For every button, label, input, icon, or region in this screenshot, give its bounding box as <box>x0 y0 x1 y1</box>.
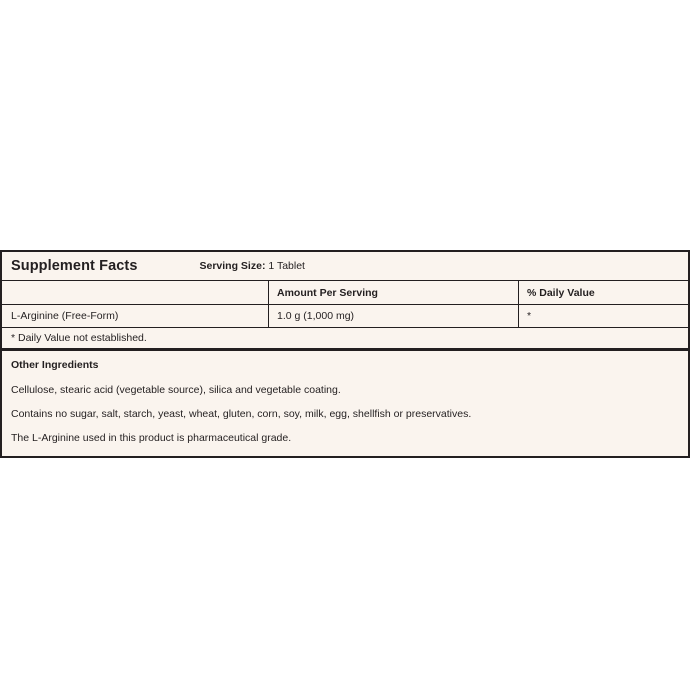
nutrient-amount: 1.0 g (1,000 mg) <box>268 305 518 327</box>
column-header-nutrient <box>2 281 268 304</box>
other-ingredients-line: Contains no sugar, salt, starch, yeast, … <box>11 408 472 420</box>
serving-size-value: 1 Tablet <box>268 260 305 272</box>
other-ingredients-title: Other Ingredients <box>11 359 99 371</box>
daily-value-footnote: * Daily Value not established. <box>2 328 688 351</box>
other-ingredients-line: The L-Arginine used in this product is p… <box>11 432 292 444</box>
other-ingredients-section: Other Ingredients Cellulose, stearic aci… <box>2 351 688 456</box>
table-row: L-Arginine (Free-Form) 1.0 g (1,000 mg) … <box>2 305 688 328</box>
page-title: Supplement Facts <box>11 258 138 274</box>
table-header-row: Amount Per Serving % Daily Value <box>2 281 688 305</box>
column-header-percent-daily-value: % Daily Value <box>518 281 688 304</box>
supplement-facts-title-row: Supplement Facts Serving Size: 1 Tablet <box>2 252 688 281</box>
nutrient-daily-value: * <box>518 305 688 327</box>
serving-size-label: Serving Size: <box>199 260 266 272</box>
nutrient-name: L-Arginine (Free-Form) <box>11 310 119 322</box>
supplement-facts-panel: Supplement Facts Serving Size: 1 Tablet … <box>0 250 690 458</box>
supplement-facts-table: Supplement Facts Serving Size: 1 Tablet … <box>0 250 690 458</box>
other-ingredients-line: Cellulose, stearic acid (vegetable sourc… <box>11 384 341 396</box>
column-header-amount-per-serving: Amount Per Serving <box>268 281 518 304</box>
serving-size: Serving Size: 1 Tablet <box>200 260 305 272</box>
